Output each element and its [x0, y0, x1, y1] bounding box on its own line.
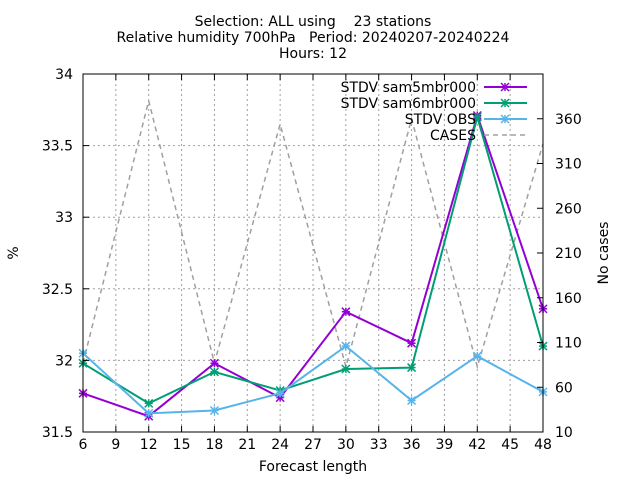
title-line-1: Selection: ALL using 23 stations [195, 14, 432, 30]
x-tick-label: 48 [534, 437, 552, 453]
series-2-point [341, 364, 351, 374]
y2-axis-label: No cases [596, 222, 612, 285]
series-4 [82, 100, 544, 370]
series-line-4 [82, 100, 544, 370]
y-axis-label: % [6, 246, 22, 259]
x-tick-label: 12 [140, 437, 158, 453]
series-1-point [209, 358, 219, 368]
y-tick-label: 32 [55, 353, 73, 369]
legend-marker-2 [500, 98, 510, 108]
legend-marker-1 [500, 82, 510, 92]
x-tick-label: 27 [304, 437, 322, 453]
series-2-point [144, 398, 154, 408]
legend-marker-3 [500, 114, 510, 124]
x-tick-label: 24 [271, 437, 289, 453]
x-axis-label: Forecast length [259, 459, 367, 475]
x-tick-label: 21 [238, 437, 256, 453]
series-3-point [472, 351, 482, 361]
series-2-point [472, 112, 482, 122]
x-tick-label: 45 [501, 437, 519, 453]
y-tick-label: 33 [55, 210, 73, 226]
x-tick-label: 42 [468, 437, 486, 453]
series-1-point [407, 338, 417, 348]
legend-label-3: STDV OBS [405, 112, 476, 128]
y2-tick-label: 60 [555, 380, 573, 396]
legend-label-2: STDV sam6mbr000 [341, 96, 476, 112]
y-tick-label: 32.5 [42, 282, 73, 298]
ticks-group: 6 9 12 15 18 21 24 27 30 33 36 39 42 45 48 31.5 32 32.5 33… [42, 67, 582, 453]
x-tick-label: 9 [111, 437, 120, 453]
y-tick-label: 31.5 [42, 425, 73, 441]
y2-tick-label: 360 [555, 112, 582, 128]
series-3-point [144, 408, 154, 418]
y2-tick-label: 310 [555, 157, 582, 173]
title-line-2: Relative humidity 700hPa Period: 2024020… [117, 30, 510, 46]
x-tick-label: 18 [206, 437, 224, 453]
y-tick-label: 34 [55, 67, 73, 83]
x-tick-label: 33 [370, 437, 388, 453]
x-tick-label: 36 [403, 437, 421, 453]
chart-title: Selection: ALL using 23 stationsRelative… [117, 14, 510, 62]
series-3-point [407, 395, 417, 406]
series-2-point [209, 367, 219, 377]
x-tick-label: 39 [436, 437, 454, 453]
series-3 [78, 341, 548, 418]
series-2-point [407, 363, 417, 373]
legend-label-4: CASES [430, 128, 476, 144]
y2-tick-label: 10 [555, 425, 573, 441]
y-tick-label: 33.5 [42, 139, 73, 155]
series-1-point [341, 307, 351, 317]
legend-label-1: STDV sam5mbr000 [341, 80, 476, 96]
series-line-3 [82, 344, 544, 415]
series-3-point [275, 388, 285, 398]
y2-tick-label: 160 [555, 291, 582, 307]
x-tick-label: 15 [173, 437, 191, 453]
series-3-point [341, 341, 351, 351]
series-3-point [209, 405, 219, 416]
y2-tick-label: 260 [555, 201, 582, 217]
y2-tick-label: 110 [555, 336, 582, 352]
series-line-1 [82, 112, 544, 418]
title-line-3: Hours: 12 [279, 46, 347, 62]
series-line-2 [82, 113, 544, 405]
x-tick-label: 6 [79, 437, 88, 453]
y2-tick-label: 210 [555, 246, 582, 262]
x-tick-label: 30 [337, 437, 355, 453]
